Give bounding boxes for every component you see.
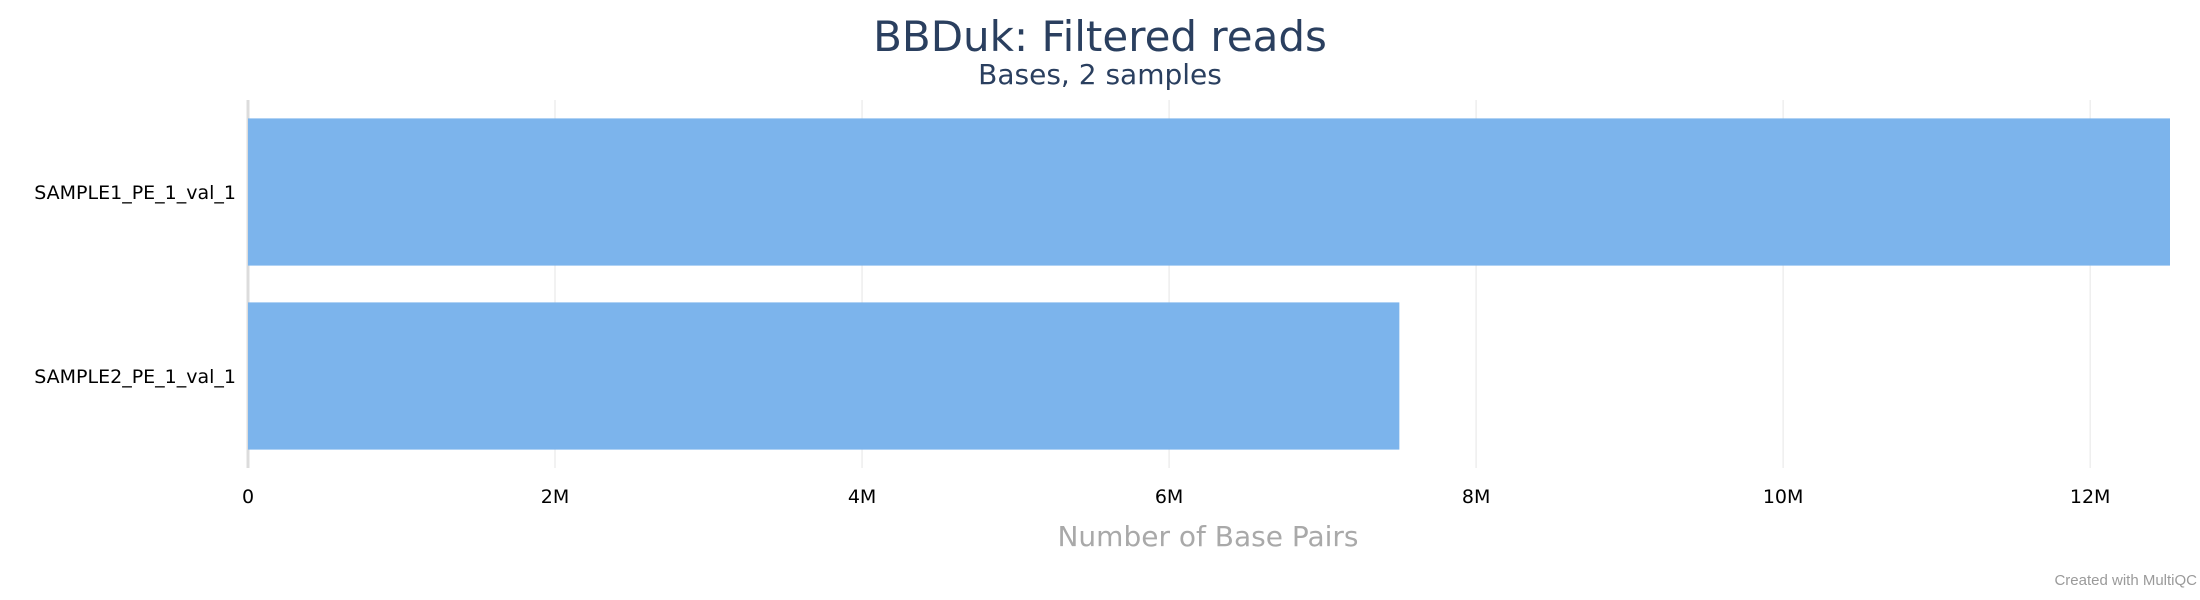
bar-SAMPLE2_PE_1_val_1[interactable] [248, 302, 1400, 450]
bar-SAMPLE1_PE_1_val_1[interactable] [248, 118, 2170, 266]
chart-subtitle: Bases, 2 samples [978, 58, 1222, 91]
x-tick-label: 6M [1155, 486, 1183, 508]
x-tick-label: 10M [1763, 486, 1804, 508]
y-category-label: SAMPLE2_PE_1_val_1 [34, 366, 236, 388]
x-tick-label: 2M [541, 486, 569, 508]
chart-title: BBDuk: Filtered reads [873, 12, 1327, 61]
bars [248, 118, 2170, 450]
multiqc-credit: Created with MultiQC [2054, 572, 2197, 589]
x-axis-title: Number of Base Pairs [1057, 520, 1358, 553]
x-tick-label: 0 [242, 486, 254, 508]
x-tick-label: 4M [848, 486, 876, 508]
x-tick-label: 8M [1462, 486, 1490, 508]
y-category-label: SAMPLE1_PE_1_val_1 [34, 182, 236, 204]
axis-labels: 0 2M 4M 6M 8M 10M 12M SAMPLE1_PE_1_val_1 SAMPLE2… [34, 182, 2110, 508]
x-tick-label: 12M [2070, 486, 2111, 508]
